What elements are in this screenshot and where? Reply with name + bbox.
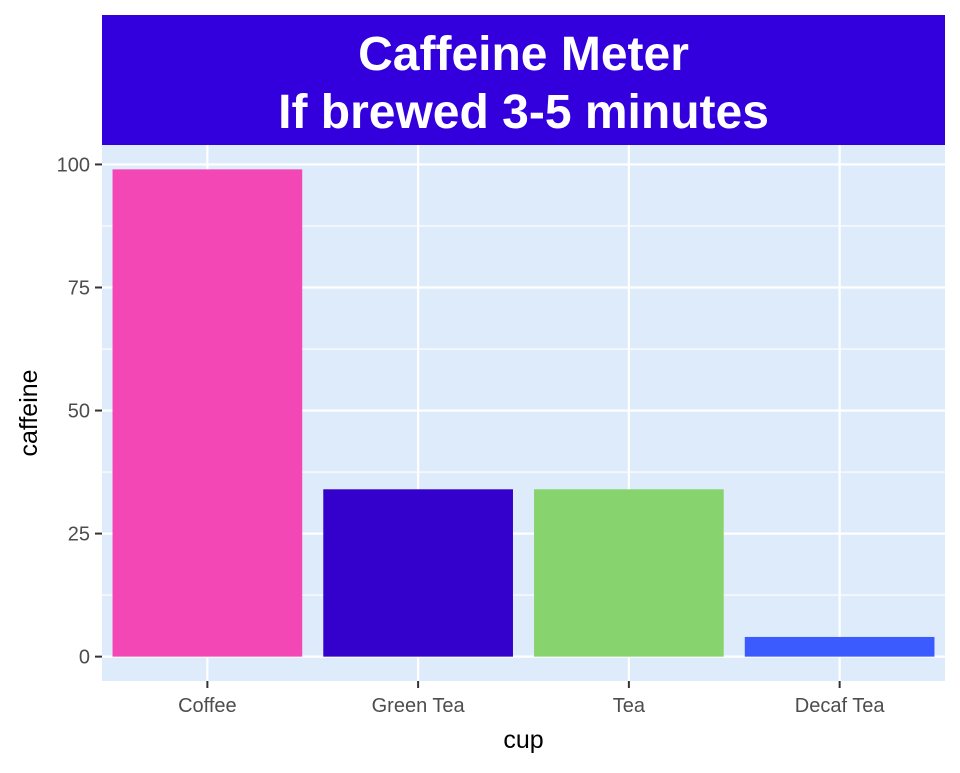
bars	[112, 169, 935, 657]
chart-subtitle: If brewed 3-5 minutes	[278, 86, 769, 139]
y-tick-label: 100	[57, 154, 90, 176]
x-axis-title: cup	[503, 726, 543, 754]
title-banner	[102, 15, 945, 145]
y-tick-label: 75	[68, 277, 90, 299]
bar-tea	[534, 489, 724, 657]
bar-green-tea	[323, 489, 513, 657]
y-tick-label: 0	[79, 647, 90, 669]
x-tick-label: Coffee	[178, 695, 237, 717]
x-tick-label: Tea	[613, 695, 646, 717]
chart-title: Caffeine Meter	[358, 28, 689, 81]
y-tick-label: 50	[68, 401, 90, 423]
bar-coffee	[112, 169, 303, 657]
y-axis-title: caffeine	[15, 369, 43, 456]
y-tick-label: 25	[68, 524, 90, 546]
axes: 0 25 50 75 100 Coffee Green Tea Tea Decaf Tea	[57, 154, 886, 717]
x-tick-label: Green Tea	[372, 695, 466, 717]
x-tick-label: Decaf Tea	[795, 695, 886, 717]
bar-decaf-tea	[744, 636, 935, 657]
